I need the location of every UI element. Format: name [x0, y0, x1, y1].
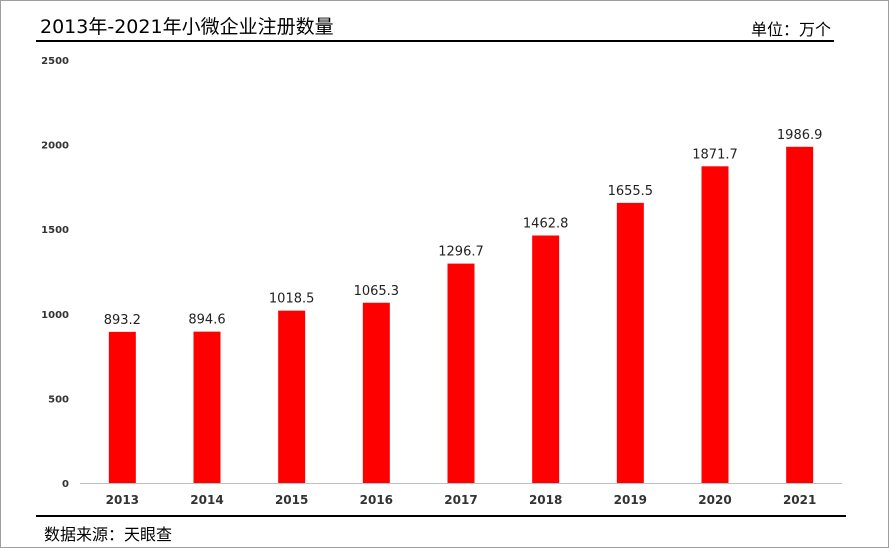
y-tick-label: 500	[48, 394, 69, 405]
data-label-2015: 1018.5	[269, 292, 315, 307]
x-tick-label-2018: 2018	[529, 493, 562, 507]
y-tick-label: 0	[62, 479, 69, 490]
data-label-2020: 1871.7	[692, 147, 738, 162]
y-tick-label: 1500	[41, 225, 69, 236]
bar-2013	[108, 331, 136, 483]
unit-label: 单位：万个	[750, 20, 831, 39]
title-divider	[36, 40, 834, 42]
bar-2018	[532, 235, 560, 483]
bar-2016	[362, 302, 390, 483]
x-tick-label-2021: 2021	[783, 493, 816, 507]
data-label-2018: 1462.8	[523, 216, 569, 231]
data-label-2017: 1296.7	[438, 245, 484, 260]
bar-2015	[278, 310, 306, 483]
data-label-2019: 1655.5	[608, 184, 654, 199]
source-note: 数据来源：天眼查	[44, 525, 173, 544]
x-tick-label-2015: 2015	[275, 493, 308, 507]
x-tick-label-2014: 2014	[190, 493, 223, 507]
x-tick-label-2017: 2017	[444, 493, 477, 507]
x-tick-label-2013: 2013	[106, 493, 139, 507]
bar-2014	[193, 331, 221, 483]
data-label-2014: 894.6	[188, 313, 225, 328]
x-tick-label-2020: 2020	[698, 493, 731, 507]
chart-title: 2013年-2021年小微企业注册数量	[40, 16, 334, 38]
bar-2020	[701, 166, 729, 484]
data-label-2021: 1986.9	[777, 128, 823, 143]
data-label-2016: 1065.3	[354, 284, 400, 299]
x-tick-label-2019: 2019	[614, 493, 647, 507]
y-tick-label: 2000	[41, 141, 69, 152]
bar-2021	[786, 146, 814, 483]
x-tick-label-2016: 2016	[360, 493, 393, 507]
y-tick-label: 1000	[41, 310, 69, 321]
y-tick-label: 2500	[41, 56, 69, 67]
bar-2017	[447, 263, 475, 483]
bar-2019	[616, 202, 644, 483]
data-label-2013: 893.2	[104, 313, 141, 328]
footer-divider	[36, 515, 846, 517]
